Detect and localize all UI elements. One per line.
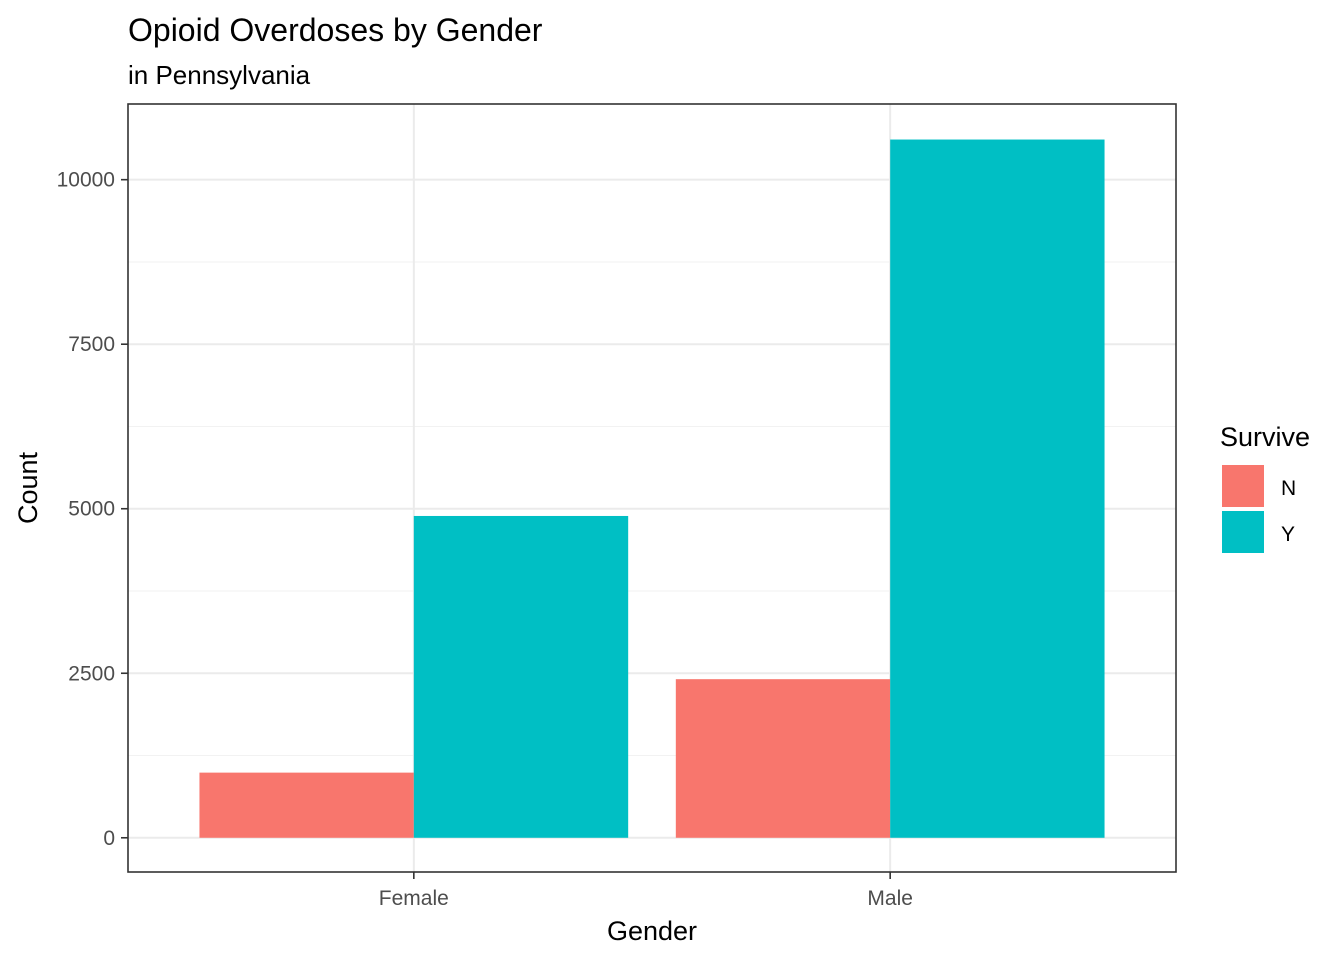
x-axis-title: Gender: [607, 916, 697, 946]
chart-title: Opioid Overdoses by Gender: [128, 12, 543, 48]
y-tick-label: 2500: [68, 662, 115, 685]
legend-items: NY: [1222, 465, 1296, 553]
y-tick-label: 5000: [68, 498, 115, 521]
bar-female-y: [413, 515, 629, 838]
bar-male-n: [675, 679, 891, 838]
legend-label-y: Y: [1281, 523, 1295, 546]
y-tick-label: 0: [103, 827, 115, 850]
legend-key-y: [1222, 511, 1264, 553]
legend-title: Survive: [1220, 422, 1310, 452]
y-axis-title: Count: [13, 451, 43, 524]
x-tick-label: Male: [867, 887, 913, 910]
y-tick-label: 10000: [57, 169, 115, 192]
plot-area: 0 2500 5000 7500 10000 Female Male: [57, 103, 1177, 910]
legend: Survive NY: [1220, 422, 1310, 553]
chart-subtitle: in Pennsylvania: [128, 60, 311, 90]
x-tick-label: Female: [379, 887, 449, 910]
bar-male-y: [890, 139, 1105, 838]
legend-key-n: [1222, 465, 1264, 507]
panel-border: [127, 103, 1177, 873]
legend-label-n: N: [1281, 477, 1296, 500]
bar-female-n: [199, 772, 414, 838]
y-tick-label: 7500: [68, 333, 115, 356]
